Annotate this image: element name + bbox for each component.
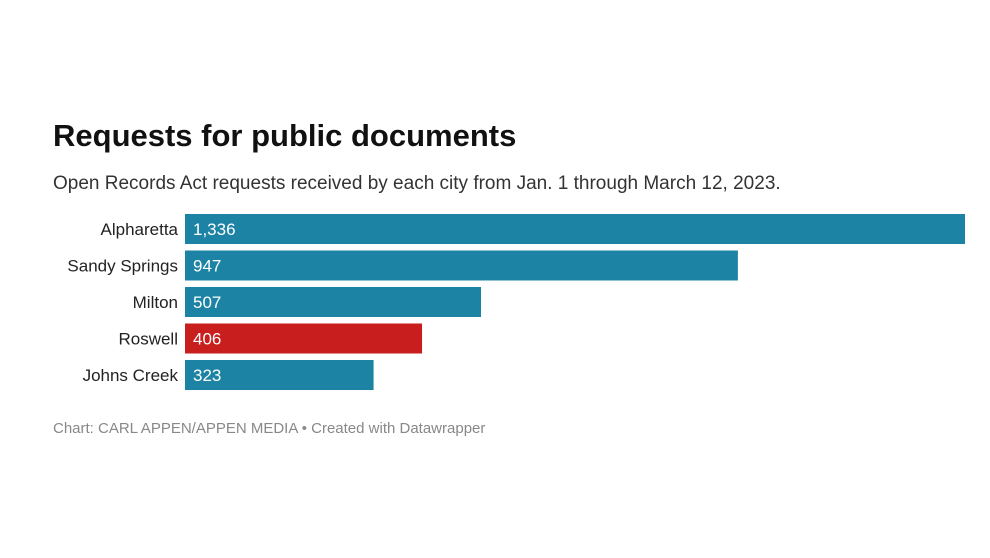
source-credit: Chart: CARL APPEN/APPEN MEDIA: [53, 420, 298, 437]
chart-subtitle: Open Records Act requests received by ea…: [53, 173, 781, 194]
value-label-johns-creek: 323: [193, 366, 221, 385]
bar-johns-creek: [185, 360, 374, 390]
category-label-roswell: Roswell: [118, 330, 178, 349]
category-label-alpharetta: Alpharetta: [101, 220, 179, 239]
category-label-milton: Milton: [133, 293, 178, 312]
value-label-sandy-springs: 947: [193, 257, 221, 276]
bar-roswell: [185, 323, 423, 354]
bar-milton: [185, 287, 482, 317]
value-label-alpharetta: 1,336: [193, 220, 236, 239]
datawrapper-credit: Created with Datawrapper: [311, 420, 486, 437]
value-label-milton: 507: [193, 293, 221, 312]
category-label-johns-creek: Johns Creek: [83, 366, 179, 385]
bar-sandy-springs: [185, 250, 738, 281]
footer-separator: •: [297, 420, 312, 437]
bar-alpharetta: [185, 214, 965, 244]
chart-title: Requests for public documents: [53, 118, 517, 153]
chart-footer: Chart: CARL APPEN/APPEN MEDIA • Created …: [53, 420, 485, 437]
category-label-sandy-springs: Sandy Springs: [67, 257, 178, 276]
value-label-roswell: 406: [193, 330, 221, 349]
